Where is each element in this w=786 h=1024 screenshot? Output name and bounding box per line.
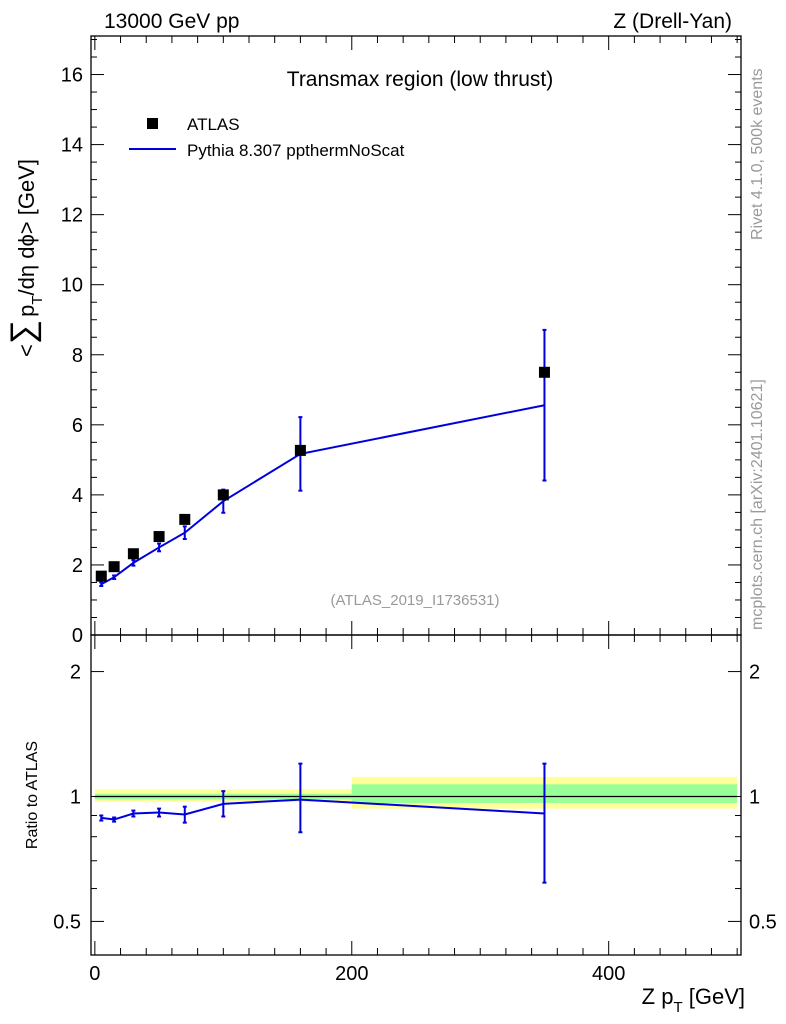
main-y-tick-label: 4 (72, 485, 83, 507)
ratio-y-tick-label-right: 1 (749, 786, 760, 808)
ratio-panel: 0.5 0.5 1 1 2 2 0 200 400 Ratio to ATLAS Z pT [… (24, 634, 777, 1016)
header-right: Z (Drell-Yan) (613, 10, 732, 33)
main-axis-ticks (91, 36, 741, 636)
main-y-tick-label: 2 (72, 555, 83, 577)
y-label-rest: /dη dϕ> [GeV] (14, 159, 39, 295)
ratio-y-tick-label-right: 2 (749, 662, 760, 684)
main-y-tick-label: 6 (72, 415, 83, 437)
atlas-data-point (108, 561, 120, 573)
ratio-mc-line (101, 798, 545, 821)
atlas-series-main (95, 366, 550, 582)
y-label-open: < (14, 344, 39, 357)
main-y-tick-label: 10 (61, 275, 83, 297)
main-y-axis-label: <∑ pT/dη dϕ> [GeV] (4, 159, 46, 357)
atlas-data-point (127, 548, 139, 560)
legend: ATLAS Pythia 8.307 ppthermNoScat (129, 115, 405, 160)
x-tick-label: 200 (335, 963, 368, 985)
x-label-sub: T (673, 999, 682, 1016)
analysis-watermark: (ATLAS_2019_I1736531) (330, 592, 499, 609)
atlas-data-point (153, 531, 165, 543)
mc-series-ratio (99, 762, 547, 884)
ratio-y-tick-label-left: 1 (70, 786, 81, 808)
main-y-tick-label: 16 (61, 65, 83, 87)
x-axis-label: Z pT [GeV] (642, 984, 745, 1016)
atlas-data-point (217, 489, 229, 501)
main-panel: 0 2 4 6 8 10 12 14 16 Transmax region (low thrus… (4, 35, 742, 647)
ratio-y-tick-label-right: 0.5 (749, 911, 777, 933)
y-label-p: p (14, 305, 39, 317)
legend-atlas-marker (147, 118, 158, 129)
main-y-tick-label: 0 (72, 625, 83, 647)
uncertainty-bands (94, 776, 738, 809)
atlas-data-point (95, 570, 107, 582)
ratio-axis-ticks (91, 635, 741, 955)
ratio-y-tick-labels: 0.5 0.5 1 1 2 2 (53, 662, 777, 934)
atlas-data-point (538, 366, 550, 378)
y-label-sum: ∑ (4, 320, 42, 344)
ratio-y-axis-label: Ratio to ATLAS (24, 741, 41, 849)
x-tick-label: 400 (592, 963, 625, 985)
chart-title: Transmax region (low thrust) (287, 68, 553, 91)
x-label-rest: [GeV] (683, 984, 745, 1009)
header-left: 13000 GeV pp (104, 10, 239, 33)
mc-series-main (99, 328, 547, 587)
x-label-main: Z p (642, 984, 674, 1009)
atlas-data-point (294, 444, 306, 456)
main-y-tick-label: 14 (61, 135, 83, 157)
atlas-data-point (179, 513, 191, 525)
rivet-version-label: Rivet 4.1.0, 500k events (749, 68, 766, 240)
source-url-label: mcplots.cern.ch [arXiv:2401.10621] (749, 379, 766, 630)
main-y-tick-label: 12 (61, 205, 83, 227)
legend-atlas-label: ATLAS (187, 115, 240, 134)
main-y-tick-labels: 0 2 4 6 8 10 12 14 16 (61, 65, 83, 647)
ratio-frame (90, 634, 742, 956)
x-tick-label: 0 (89, 963, 100, 985)
ratio-y-tick-label-left: 0.5 (53, 911, 81, 933)
y-label-sub: T (29, 295, 46, 304)
mc-line (100, 404, 545, 586)
legend-mc-label: Pythia 8.307 ppthermNoScat (187, 141, 405, 160)
x-tick-labels: 0 200 400 (89, 963, 625, 985)
ratio-y-tick-label-left: 2 (70, 662, 81, 684)
main-y-tick-label: 8 (72, 345, 83, 367)
